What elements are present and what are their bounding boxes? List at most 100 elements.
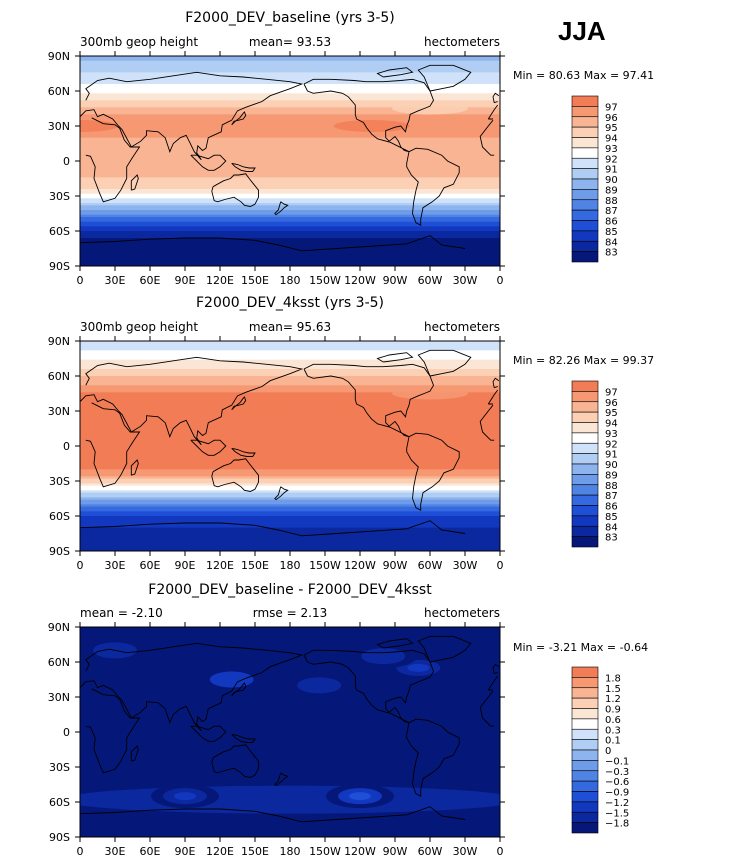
field-band (80, 676, 500, 679)
colorbar-label: −0.3 (605, 767, 629, 778)
colorbar-label: 1.8 (605, 673, 621, 684)
field-band (80, 144, 500, 148)
field-band (80, 516, 500, 519)
field-band (80, 776, 500, 780)
field-band (80, 523, 500, 526)
feature-core (407, 663, 430, 672)
colorbar-label: 1.2 (605, 694, 621, 705)
colorbar-box (571, 536, 599, 548)
field-band (80, 341, 500, 344)
y-tick-label: 60N (48, 370, 70, 383)
coastline (417, 64, 472, 92)
field-band (80, 481, 500, 484)
y-tick-label: 90N (48, 621, 70, 634)
colorbar-label: 86 (605, 502, 618, 513)
colorbar-label: −1.5 (605, 808, 629, 819)
field-band (80, 191, 500, 195)
colorbar-label: 94 (605, 134, 618, 145)
field-band (80, 729, 500, 733)
field-band (80, 476, 500, 480)
field-band (80, 245, 500, 248)
field-anomaly (392, 387, 468, 400)
y-tick-label: 30N (48, 405, 70, 418)
colorbar-label: −0.1 (605, 756, 629, 767)
field-band (80, 371, 500, 375)
colorbar-label: 0.3 (605, 725, 621, 736)
x-tick-label: 150E (241, 559, 269, 572)
colorbar-box (571, 822, 599, 834)
panel-title: F2000_DEV_baseline (yrs 3-5) (185, 10, 395, 26)
left-label: mean = -2.10 (80, 606, 163, 620)
x-tick-label: 120E (206, 559, 234, 572)
field-band (80, 142, 500, 146)
field-band (80, 413, 500, 417)
field-band (80, 450, 500, 454)
y-tick-label: 90N (48, 335, 70, 348)
x-tick-label: 0 (497, 845, 504, 858)
x-tick-label: 0 (77, 559, 84, 572)
coastline (492, 377, 500, 389)
field-band (80, 753, 500, 756)
field-anomaly (333, 120, 410, 132)
field-band (80, 198, 500, 202)
field-band (80, 488, 500, 491)
x-tick-label: 90E (175, 559, 196, 572)
x-tick-label: 150E (241, 845, 269, 858)
field-band (80, 764, 500, 768)
field-band (80, 816, 500, 819)
colorbar-box (571, 770, 599, 782)
field-band (80, 100, 500, 104)
season-label: JJA (558, 16, 606, 46)
field-band (80, 727, 500, 731)
x-tick-label: 30W (453, 845, 478, 858)
field-band (80, 249, 500, 253)
field-band (80, 65, 500, 69)
field-band (80, 133, 500, 136)
x-tick-label: 90W (383, 845, 408, 858)
x-tick-label: 0 (77, 845, 84, 858)
colorbar-label: 0 (605, 746, 611, 757)
colorbar-box (571, 178, 599, 190)
field-band (80, 420, 500, 424)
colorbar-box (571, 780, 599, 792)
y-tick-label: 30S (49, 475, 70, 488)
colorbar-box (571, 515, 599, 527)
x-tick-label: 90W (383, 274, 408, 287)
colorbar-label: 1.5 (605, 684, 621, 695)
coastline (190, 439, 227, 456)
field-band (80, 355, 500, 358)
field-band (80, 720, 500, 724)
coastline (376, 638, 414, 649)
field-band (80, 231, 500, 234)
coastline (417, 635, 472, 663)
coastline (80, 235, 466, 252)
field-band (80, 659, 500, 663)
field-band (80, 147, 500, 150)
x-tick-label: 150E (241, 274, 269, 287)
field-band (80, 713, 500, 717)
coastline (376, 67, 414, 78)
field-band (80, 511, 500, 515)
colorbar-box (571, 240, 599, 252)
x-tick-label: 120W (344, 274, 376, 287)
field-band (80, 757, 500, 761)
colorbar-label: 83 (605, 533, 618, 544)
center-label: rmse = 2.13 (253, 606, 327, 620)
x-tick-label: 150W (309, 559, 341, 572)
colorbar-label: 94 (605, 419, 618, 430)
field-band (80, 641, 500, 644)
field-band (80, 214, 500, 218)
coastline (80, 806, 466, 823)
colorbar-label: 0.6 (605, 715, 621, 726)
x-tick-label: 30W (453, 274, 478, 287)
coastline (492, 663, 500, 675)
field-band (80, 629, 500, 633)
field-band (80, 544, 500, 547)
field-band (80, 767, 500, 770)
coastline (80, 642, 499, 732)
field-band (80, 212, 500, 216)
field-band (80, 362, 500, 365)
field-band (80, 467, 500, 470)
